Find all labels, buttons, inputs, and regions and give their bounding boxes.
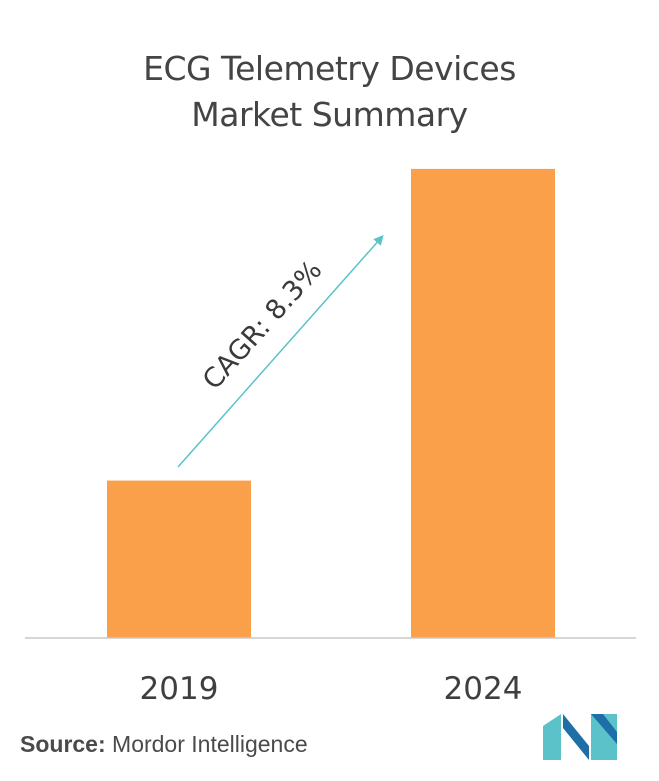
cagr-arrow [177,235,384,468]
logo-right-cut [591,714,617,744]
chart-title: ECG Telemetry Devices Market Summary [0,46,659,138]
mordor-intelligence-logo-icon [543,714,617,760]
source-value: Mordor Intelligence [105,731,308,757]
x-tick-label-2019: 2019 [140,671,219,707]
x-tick-label-2024: 2024 [444,671,523,707]
logo-middle-shape [563,714,589,760]
bar-2019 [107,480,251,638]
source-credit: Source: Mordor Intelligence [20,731,308,758]
x-tick-labels: 2019 2024 [140,671,523,707]
bars-layer [107,168,555,638]
chart-title-line-2: Market Summary [191,95,468,134]
chart-title-line-1: ECG Telemetry Devices [143,49,516,88]
source-key: Source: [20,731,106,757]
bar-2024 [411,168,555,638]
logo-left-shape [543,714,561,760]
cagr-annotation: CAGR: 8.3% [197,255,328,396]
